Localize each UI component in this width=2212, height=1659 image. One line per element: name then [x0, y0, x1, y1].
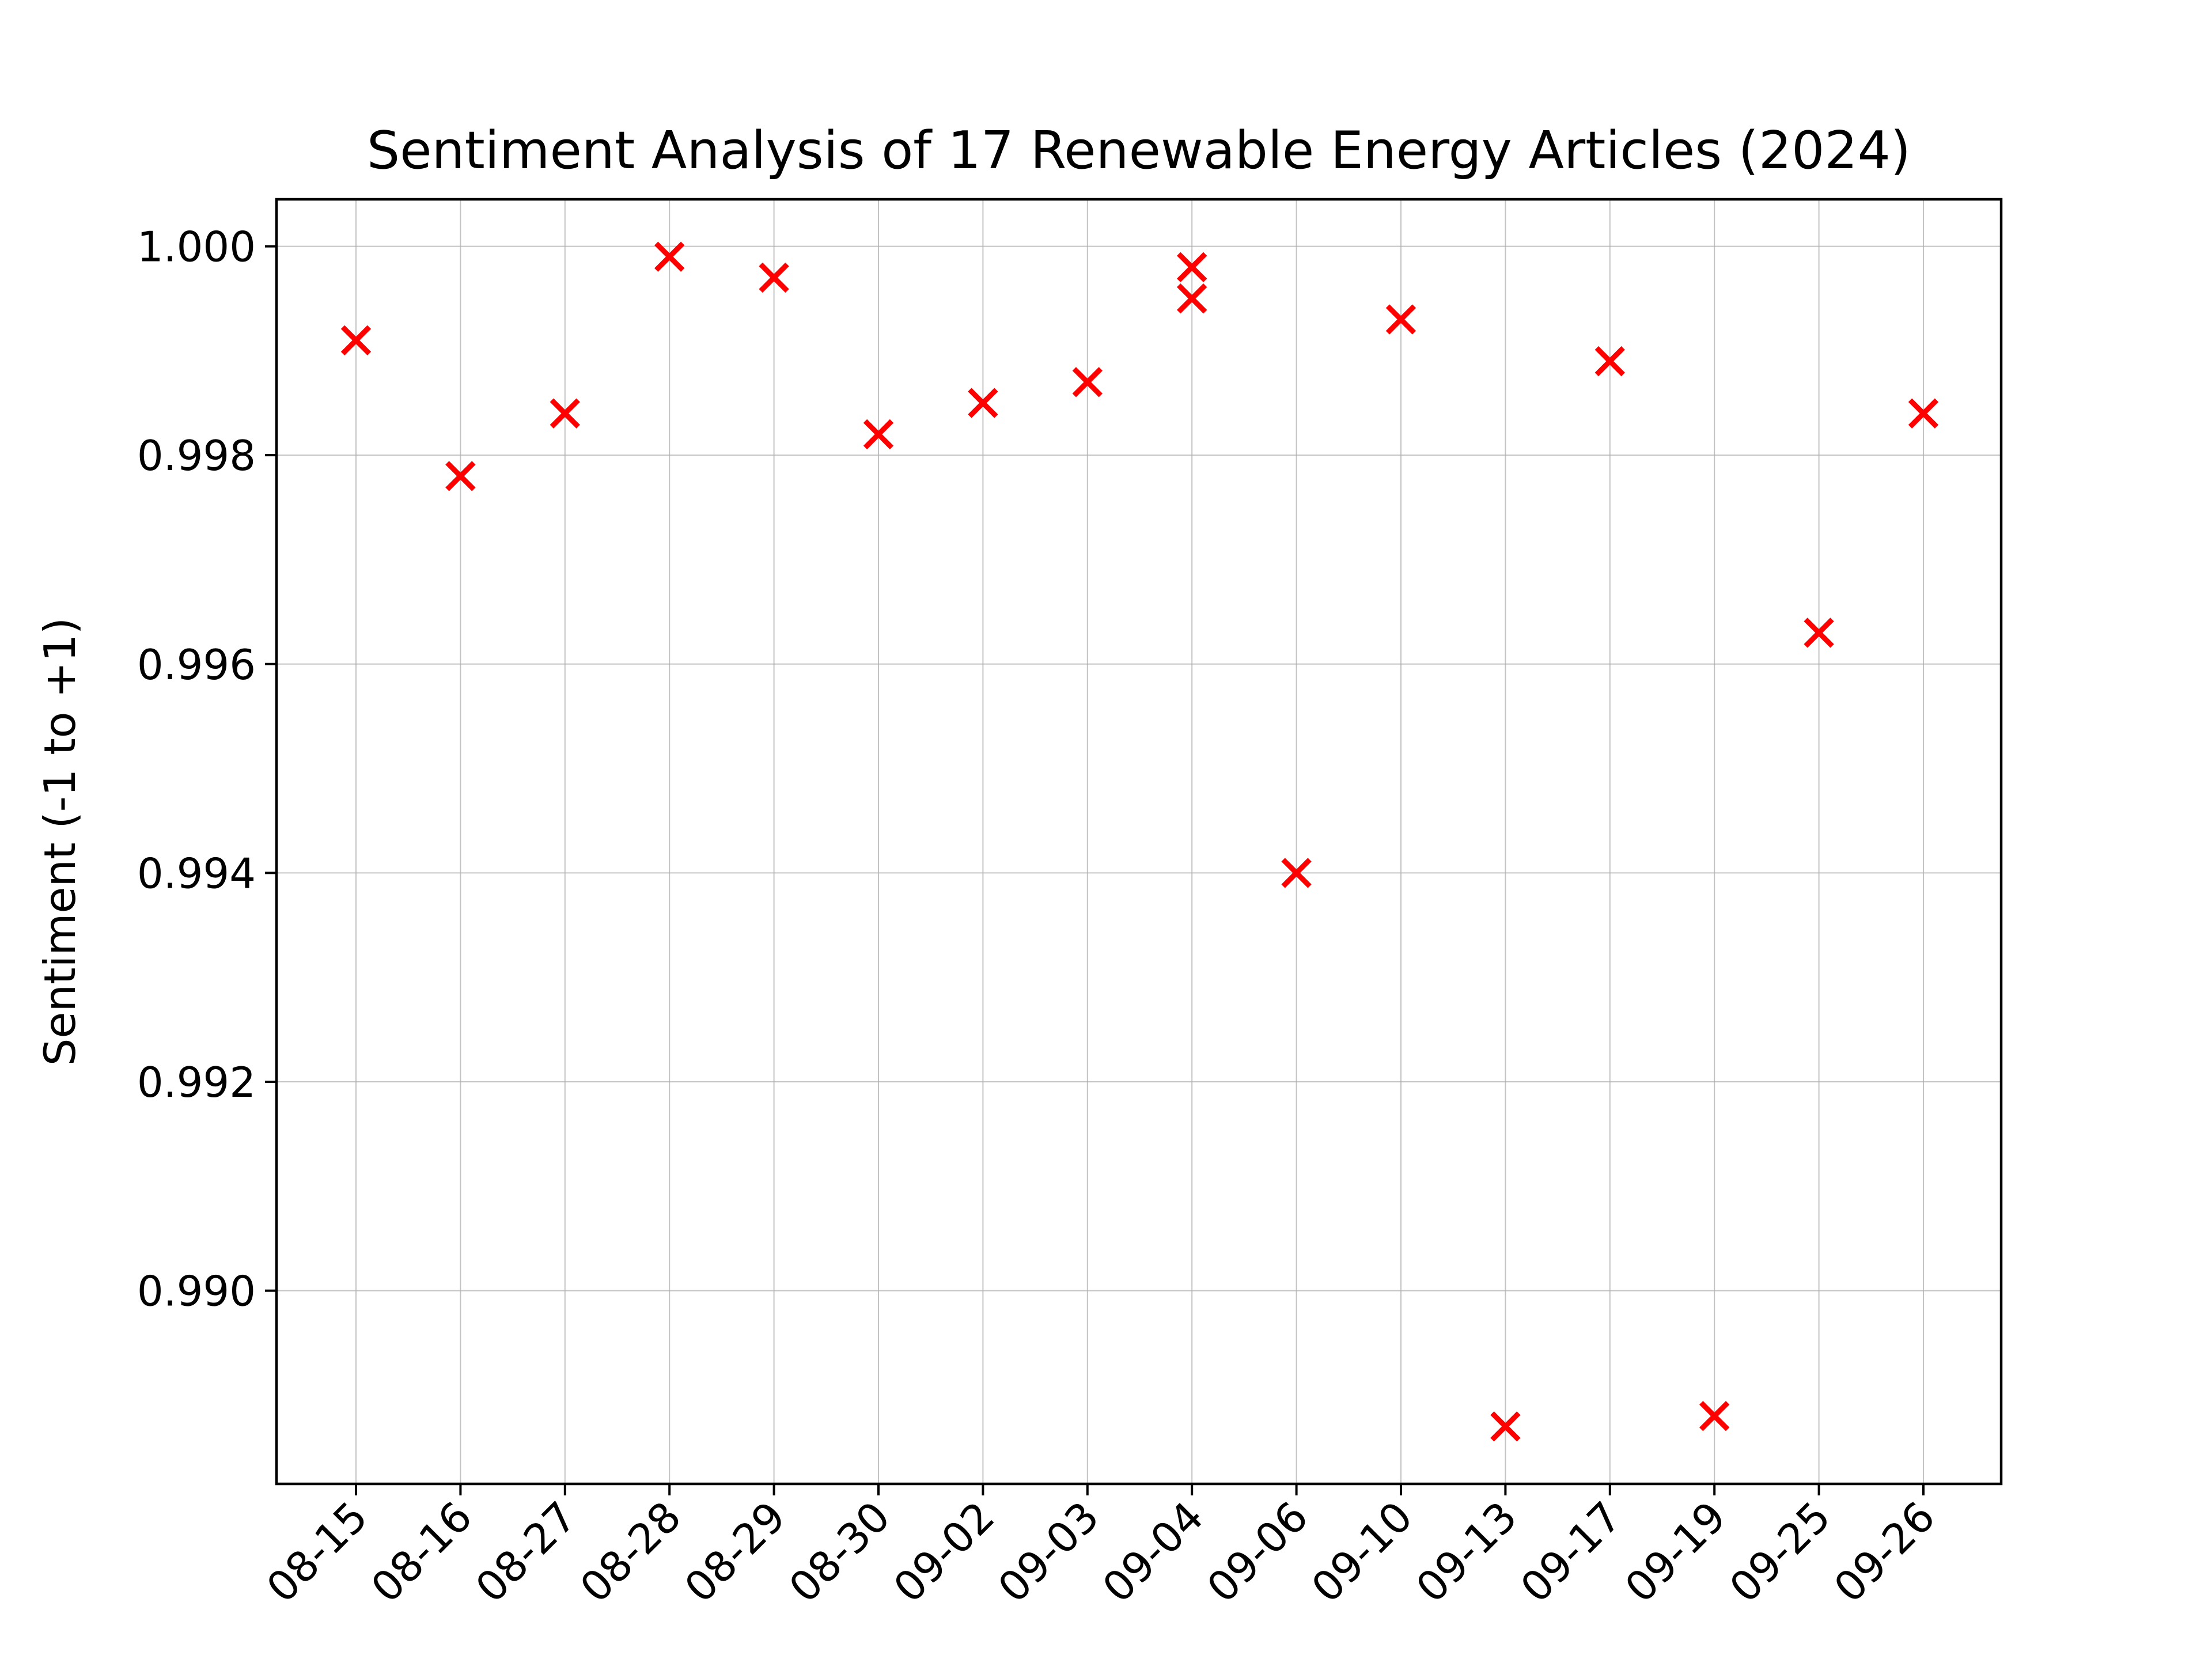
y-tick-label: 0.996 [137, 641, 256, 689]
data-point [340, 325, 372, 355]
data-point [1177, 252, 1207, 283]
marker-stroke [1594, 346, 1625, 377]
data-point [1281, 858, 1312, 888]
marker-stroke [340, 325, 372, 355]
data-point [1594, 346, 1625, 377]
data-point [654, 241, 685, 272]
data-point [1072, 367, 1103, 397]
y-tick-label: 1.000 [137, 223, 256, 271]
y-axis-label: Sentiment (-1 to +1) [35, 618, 85, 1066]
data-point [550, 398, 580, 429]
marker-stroke [759, 262, 789, 293]
marker-stroke [550, 398, 580, 429]
marker-stroke [1490, 1411, 1521, 1442]
marker-stroke [1177, 252, 1207, 283]
data-point [1699, 1400, 1730, 1431]
marker-stroke [1908, 398, 1939, 429]
marker-stroke [1177, 283, 1207, 314]
data-point [1385, 304, 1416, 335]
marker-stroke [1281, 858, 1312, 888]
data-point [968, 388, 998, 418]
y-tick-label: 0.990 [137, 1267, 256, 1316]
data-point [1804, 618, 1834, 648]
marker-stroke [445, 461, 476, 491]
marker-stroke [1804, 618, 1834, 648]
marker-stroke [968, 388, 998, 418]
marker-stroke [1385, 304, 1416, 335]
y-tick-label: 0.998 [137, 431, 256, 480]
data-point [1177, 283, 1207, 314]
y-tick-label: 0.992 [137, 1058, 256, 1107]
marker-stroke [863, 419, 894, 450]
chart-title: Sentiment Analysis of 17 Renewable Energ… [367, 120, 1911, 181]
grid [276, 199, 2001, 1484]
y-tick-label: 0.994 [137, 849, 256, 897]
marker-stroke [654, 241, 685, 272]
data-points [340, 241, 1939, 1442]
data-point [1490, 1411, 1521, 1442]
marker-stroke [1072, 367, 1103, 397]
data-point [759, 262, 789, 293]
data-point [445, 461, 476, 491]
data-point [1908, 398, 1939, 429]
plot-frame [275, 198, 2003, 1486]
data-point [863, 419, 894, 450]
marker-stroke [1699, 1400, 1730, 1431]
